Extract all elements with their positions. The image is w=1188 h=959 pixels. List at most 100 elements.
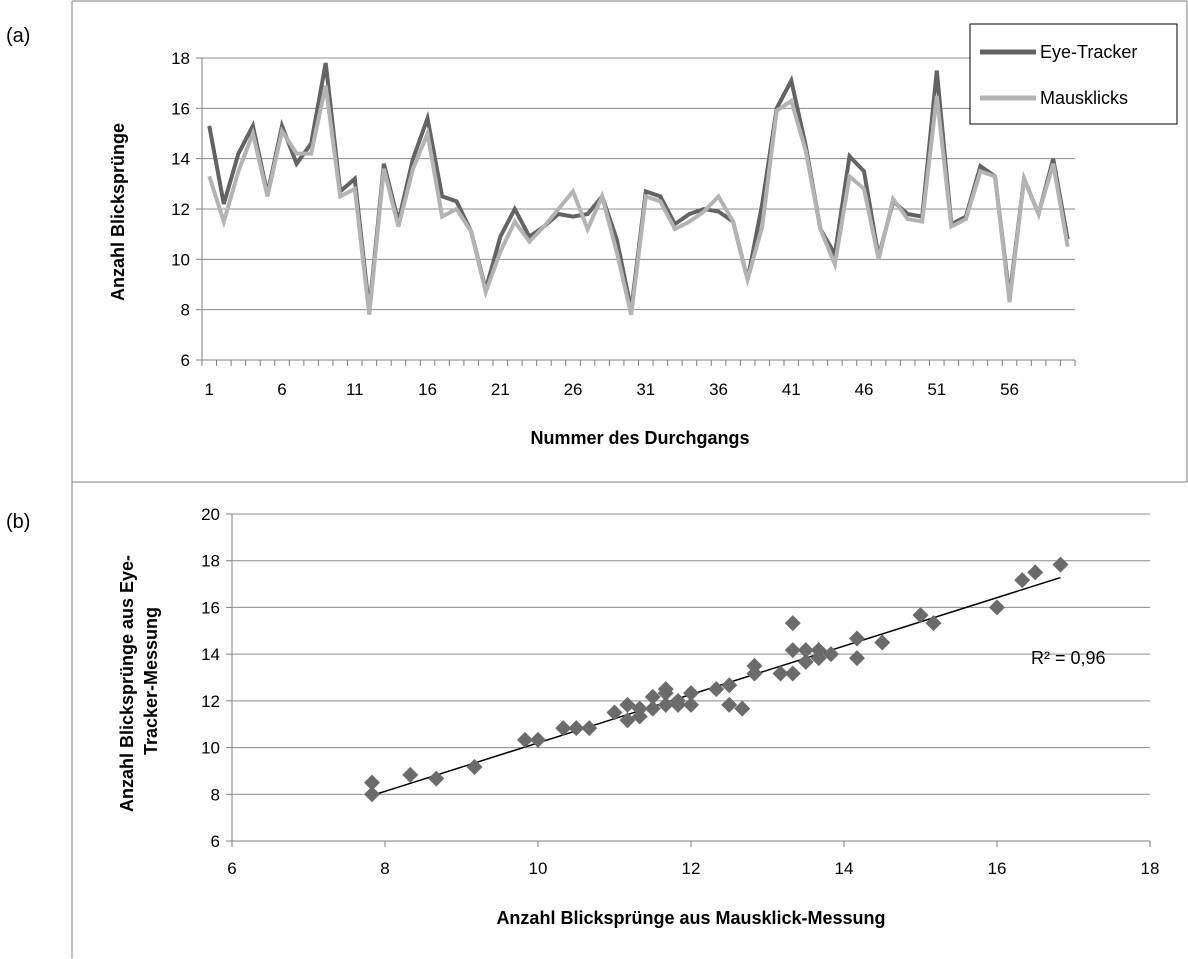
scatter-point: [644, 700, 661, 717]
scatter-point: [555, 720, 572, 737]
scatter-point: [849, 650, 866, 667]
scatter-point: [581, 720, 598, 737]
x-tick-label: 16: [988, 859, 1007, 878]
x-tick-label: 6: [277, 380, 286, 399]
legend-box: [969, 23, 1178, 125]
scatter-chart-x-tick-labels: 6 8 10 12 14 16 18: [227, 859, 1159, 878]
scatter-point: [989, 599, 1005, 616]
scatter-point: [568, 720, 585, 737]
x-tick-label: 56: [1000, 380, 1019, 399]
scatter-point: [683, 685, 699, 702]
x-tick-label: 1: [205, 380, 214, 399]
line-chart-gridlines: [202, 57, 1075, 311]
x-tick-label: 14: [835, 859, 854, 878]
y-tick-label: 8: [211, 785, 220, 804]
scatter-chart-axes: [226, 513, 1151, 847]
scatter-point: [797, 642, 814, 659]
scatter-points: [363, 556, 1069, 803]
y-tick-label: 18: [171, 49, 190, 68]
scatter-chart-y-tick-labels: 6 8 10 12 14 16 18 20: [201, 505, 220, 851]
scatter-chart-y-axis-title: Anzahl Blicksprünge aus Eye- Tracker-Mes…: [117, 550, 161, 812]
line-chart-x-tick-labels: 1 6 11 16 21 26 31 36 41 46 51 56: [205, 380, 1019, 399]
y-tick-label: 12: [171, 200, 190, 219]
scatter-chart-x-axis-title: Anzahl Blicksprünge aus Mausklick-Messun…: [496, 908, 885, 928]
scatter-point: [657, 696, 674, 713]
x-tick-label: 12: [682, 859, 701, 878]
x-tick-label: 26: [564, 380, 583, 399]
scatter-point: [1052, 556, 1069, 573]
scatter-chart-y-axis-title-line-1: Anzahl Blicksprünge aus Eye-: [117, 555, 137, 812]
scatter-point: [619, 696, 636, 713]
x-tick-label: 51: [927, 380, 946, 399]
line-chart-axes: [196, 57, 1076, 366]
y-tick-label: 12: [201, 692, 220, 711]
scatter-point: [428, 770, 445, 787]
x-tick-label: 16: [418, 380, 437, 399]
y-tick-label: 18: [201, 552, 220, 571]
x-tick-label: 41: [782, 380, 801, 399]
x-tick-label: 8: [380, 859, 389, 878]
scatter-point: [772, 665, 789, 682]
trendline-r-squared-label: R² = 0,96: [1031, 648, 1106, 668]
x-tick-label: 21: [491, 380, 510, 399]
scatter-point: [402, 766, 419, 783]
scatter-point: [784, 615, 801, 632]
line-chart-y-tick-labels: 6 8 10 12 14 16 18: [171, 49, 190, 370]
line-chart-x-axis-title: Nummer des Durchgangs: [530, 428, 749, 448]
y-tick-label: 6: [181, 351, 190, 370]
scatter-point: [912, 607, 929, 624]
panel-a-label: (a): [6, 25, 30, 47]
x-tick-label: 10: [529, 859, 548, 878]
scatter-point: [683, 696, 699, 713]
panel-b-label: (b): [6, 511, 30, 533]
scatter-point: [669, 696, 686, 713]
scatter-point: [708, 681, 725, 698]
scatter-point: [925, 615, 942, 632]
line-chart-legend: Eye-Tracker Mausklicks: [969, 23, 1178, 125]
scatter-point: [530, 731, 546, 748]
scatter-point: [810, 642, 827, 659]
scatter-point: [606, 704, 623, 721]
panel-frames: [71, 0, 1188, 958]
scatter-point: [784, 642, 801, 659]
scatter-chart-b: 6 8 10 12 14 16 18 20 6 8 10 12 14 16 18 R² = 0,96 An…: [117, 505, 1159, 928]
y-tick-label: 20: [201, 505, 220, 524]
y-tick-label: 6: [211, 832, 220, 851]
x-tick-label: 46: [855, 380, 874, 399]
scatter-point: [363, 774, 380, 791]
scatter-point: [631, 708, 648, 725]
y-tick-label: 16: [201, 598, 220, 617]
scatter-point: [466, 758, 483, 775]
scatter-point: [874, 634, 891, 651]
y-tick-label: 14: [171, 150, 190, 169]
scatter-point: [657, 681, 674, 698]
y-tick-label: 16: [171, 99, 190, 118]
scatter-point: [1014, 572, 1031, 589]
y-tick-label: 14: [201, 645, 220, 664]
scatter-point: [849, 630, 866, 647]
scatter-chart-gridlines: [232, 513, 1150, 795]
legend-label-mausklicks: Mausklicks: [1040, 88, 1128, 108]
legend-label-eye-tracker: Eye-Tracker: [1040, 42, 1137, 62]
scatter-point: [784, 665, 801, 682]
x-tick-label: 36: [709, 380, 728, 399]
y-tick-label: 8: [181, 301, 190, 320]
x-tick-label: 11: [346, 380, 364, 399]
scatter-point: [1027, 564, 1044, 581]
scatter-point: [644, 688, 661, 705]
scatter-point: [721, 696, 738, 713]
scatter-chart-y-axis-title-line-2: Tracker-Messung: [141, 607, 161, 755]
scatter-point: [619, 712, 636, 729]
scatter-point: [363, 786, 380, 803]
series-line-mausklicks: [207, 85, 1070, 316]
y-tick-label: 10: [201, 739, 220, 758]
scatter-point: [822, 646, 839, 663]
y-tick-label: 10: [171, 250, 190, 269]
scatter-point: [797, 653, 814, 670]
x-tick-label: 6: [227, 859, 236, 878]
x-tick-label: 18: [1141, 859, 1160, 878]
x-tick-label: 31: [636, 380, 655, 399]
line-chart-series: [207, 62, 1070, 316]
